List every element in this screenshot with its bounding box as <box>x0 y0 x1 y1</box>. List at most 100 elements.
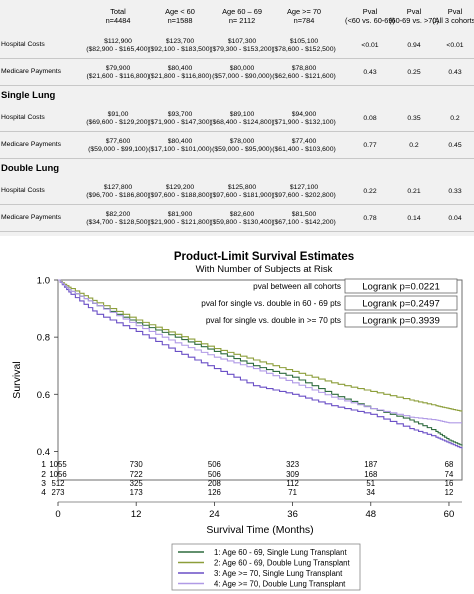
section-title: Double Lung <box>1 163 60 174</box>
value-cell: $80,400 ($21,800 - $116,800) <box>146 65 214 81</box>
iqr-value: ($61,400 - $103,600) <box>272 146 336 153</box>
median-value: $80,000 <box>229 65 255 72</box>
value-cell: $80,400 ($17,100 - $101,000) <box>146 138 214 154</box>
value-cell: $105,100 ($78,600 - $152,500) <box>270 38 338 54</box>
value-cell: $127,800 ($96,700 - $186,800) <box>84 184 152 200</box>
value-cell: $93,700 ($71,900 - $147,300) <box>146 111 214 127</box>
annotation-text: pval for single vs. double in >= 70 pts <box>206 316 341 325</box>
pval-header-line1: Pval <box>362 7 378 16</box>
median-value: $105,100 <box>289 38 319 45</box>
at-risk-count: 71 <box>288 488 297 497</box>
section-title: Single Lung <box>1 90 56 101</box>
pval-cell: 0.2 <box>450 115 460 122</box>
value-cell: $77,600 ($59,000 - $99,100) <box>84 138 152 154</box>
iqr-value: ($59,000 - $99,100) <box>88 146 148 153</box>
at-risk-count: 506 <box>208 460 221 469</box>
value-cell: $80,000 ($57,000 - $90,000) <box>208 65 276 81</box>
y-tick-label: 1.0 <box>37 276 50 287</box>
row-label: Hospital Costs <box>1 114 45 121</box>
legend-entry: 3: Age >= 70, Single Lung Transplant <box>214 569 343 578</box>
pval-cell: 0.43 <box>448 69 462 76</box>
column-header-n: n= 2112 <box>228 16 256 25</box>
row-divider <box>0 85 474 86</box>
row-label: Medicare Payments <box>1 68 62 75</box>
pval-cell: 0.04 <box>448 215 462 222</box>
column-header: Age 60 – 69 n= 2112 <box>208 7 276 25</box>
pval-header: Pval (All 3 cohorts) <box>425 7 474 25</box>
column-header-n: n=4484 <box>105 16 131 25</box>
chart-title: Product-Limit Survival Estimates <box>174 251 354 263</box>
value-cell: $79,900 ($21,600 - $116,800) <box>84 65 152 81</box>
legend-entry: 4: Age >= 70, Double Lung Transplant <box>214 580 346 589</box>
median-value: $107,300 <box>227 38 257 45</box>
at-risk-count: 51 <box>366 479 375 488</box>
pval-cell: 0.77 <box>363 142 377 149</box>
value-cell: $129,200 ($97,600 - $188,800) <box>146 184 214 200</box>
iqr-value: ($62,600 - $121,600) <box>272 73 336 80</box>
column-header-n: n=784 <box>293 16 315 25</box>
iqr-value: ($96,700 - $186,800) <box>86 192 150 199</box>
logrank-box <box>344 295 458 311</box>
at-risk-count: 68 <box>445 460 454 469</box>
pval-cell: 0.08 <box>363 115 377 122</box>
at-risk-row-id: 3 <box>41 478 46 488</box>
x-tick-label: 60 <box>444 509 455 520</box>
iqr-value: ($92,100 - $183,500) <box>148 46 212 53</box>
y-tick-label: 0.8 <box>37 333 50 344</box>
pval-cell: 0.94 <box>407 42 421 49</box>
value-cell: $81,900 ($21,900 - $121,800) <box>146 211 214 227</box>
at-risk-count: 74 <box>445 470 454 479</box>
at-risk-count: 1055 <box>49 460 67 469</box>
iqr-value: ($79,300 - $153,200) <box>210 46 274 53</box>
survival-curve-3 <box>58 279 463 449</box>
value-cell: $94,900 ($71,900 - $132,100) <box>270 111 338 127</box>
median-value: $82,600 <box>229 211 255 218</box>
legend-entry: 2: Age 60 - 69, Double Lung Transplant <box>214 559 351 568</box>
median-value: $81,500 <box>291 211 317 218</box>
iqr-value: ($34,700 - $128,500) <box>86 219 150 226</box>
plot-frame <box>57 279 463 481</box>
pval-header-line2: (<60 vs. 60-69) <box>345 16 395 25</box>
row-divider <box>0 204 474 205</box>
at-risk-count: 173 <box>130 488 143 497</box>
iqr-value: ($97,600 - $188,800) <box>148 192 212 199</box>
pval-cell: 0.14 <box>407 215 421 222</box>
column-header: Total n=4484 <box>84 7 152 25</box>
at-risk-count: 722 <box>130 470 143 479</box>
median-value: $112,900 <box>104 38 132 45</box>
row-divider <box>0 158 474 159</box>
at-risk-count: 126 <box>208 488 221 497</box>
median-value: $94,900 <box>291 111 317 118</box>
pval-cell: 0.35 <box>407 115 421 122</box>
pval-header: Pval (<60 vs. 60-69) <box>340 7 400 25</box>
value-cell: $89,100 ($68,400 - $124,800) <box>208 111 276 127</box>
annotation-text: pval for single vs. double in 60 - 69 pt… <box>201 299 341 308</box>
value-cell: $125,800 ($97,600 - $181,900) <box>208 184 276 200</box>
iqr-value: ($97,600 - $202,800) <box>272 192 336 199</box>
iqr-value: ($67,100 - $142,200) <box>272 219 336 226</box>
y-tick-label: 0.6 <box>37 390 50 401</box>
x-tick-label: 36 <box>287 509 298 520</box>
survival-chart: Product-Limit Survival Estimates With Nu… <box>0 236 474 594</box>
iqr-value: ($21,900 - $121,800) <box>148 219 212 226</box>
pval-cell: 0.22 <box>363 188 377 195</box>
column-header-name: Age >= 70 <box>286 7 322 16</box>
row-label: Medicare Payments <box>1 214 62 221</box>
pval-header-line1: Pval <box>406 7 422 16</box>
at-risk-count: 112 <box>286 479 298 488</box>
value-cell: $82,600 ($59,800 - $130,400) <box>208 211 276 227</box>
at-risk-count: 506 <box>208 470 221 479</box>
median-value: $129,200 <box>165 184 195 191</box>
annotation-text: pval between all cohorts <box>253 282 341 291</box>
row-divider <box>0 231 474 232</box>
iqr-value: ($59,000 - $95,900) <box>212 146 272 153</box>
value-cell: $78,000 ($59,000 - $95,900) <box>208 138 276 154</box>
pval-cell: <0.01 <box>446 42 464 49</box>
value-cell: $78,800 ($62,600 - $121,600) <box>270 65 338 81</box>
at-risk-count: 512 <box>51 479 64 488</box>
legend-entry: 1: Age 60 - 69, Single Lung Transplant <box>214 548 347 557</box>
pval-header: Pval (60-69 vs. >70) <box>384 7 444 25</box>
cost-table: Total n=4484 Age < 60 n=1588 Age 60 – 69 n= 2… <box>0 0 474 236</box>
column-header-name: Age < 60 <box>165 7 195 16</box>
row-label: Hospital Costs <box>1 187 45 194</box>
